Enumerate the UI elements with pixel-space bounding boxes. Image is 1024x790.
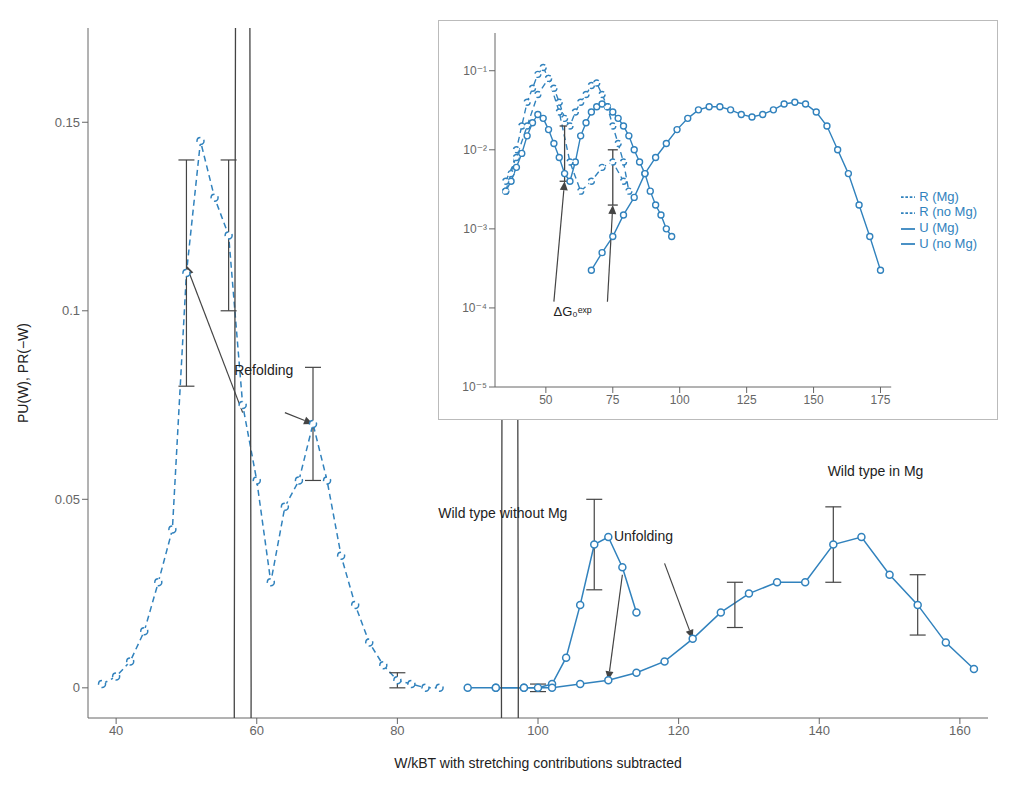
svg-text:Wild type without Mg: Wild type without Mg	[438, 505, 567, 521]
html-text:U (no Mg): U (no Mg)	[919, 235, 977, 251]
svg-text:120: 120	[668, 723, 690, 738]
svg-text:80: 80	[390, 723, 404, 738]
svg-text:Wild type in Mg: Wild type in Mg	[828, 463, 924, 479]
html-text:R (Mg): R (Mg)	[919, 188, 959, 204]
html-text:R (no Mg): R (no Mg)	[919, 204, 977, 220]
svg-text:100: 100	[670, 393, 690, 407]
svg-text:10⁻³: 10⁻³	[463, 222, 487, 236]
svg-text:PU(W), PR(−W): PU(W), PR(−W)	[15, 323, 31, 423]
html-text:U (Mg): U (Mg)	[919, 220, 959, 235]
svg-text:10⁻⁴: 10⁻⁴	[462, 301, 487, 315]
svg-text:140: 140	[808, 723, 830, 738]
svg-text:W/kBT with stretching contribu: W/kBT with stretching contributions subt…	[394, 755, 682, 771]
svg-text:160: 160	[949, 723, 971, 738]
svg-text:Refolding: Refolding	[234, 362, 293, 378]
svg-text:ΔG₀ᵉˣᵖ: ΔG₀ᵉˣᵖ	[554, 304, 592, 319]
svg-text:100: 100	[527, 723, 549, 738]
svg-text:0.1: 0.1	[62, 303, 80, 318]
svg-text:10⁻¹: 10⁻¹	[463, 64, 487, 78]
svg-text:50: 50	[539, 393, 553, 407]
svg-text:0.15: 0.15	[55, 115, 80, 130]
svg-text:10⁻⁵: 10⁻⁵	[462, 380, 487, 394]
svg-text:0.05: 0.05	[55, 492, 80, 507]
svg-text:10⁻²: 10⁻²	[463, 143, 487, 157]
svg-text:125: 125	[737, 393, 757, 407]
svg-text:40: 40	[109, 723, 123, 738]
svg-text:150: 150	[804, 393, 824, 407]
svg-text:175: 175	[870, 393, 890, 407]
svg-text:75: 75	[606, 393, 620, 407]
svg-text:0: 0	[73, 680, 80, 695]
svg-text:60: 60	[250, 723, 264, 738]
svg-text:Unfolding: Unfolding	[614, 528, 673, 544]
